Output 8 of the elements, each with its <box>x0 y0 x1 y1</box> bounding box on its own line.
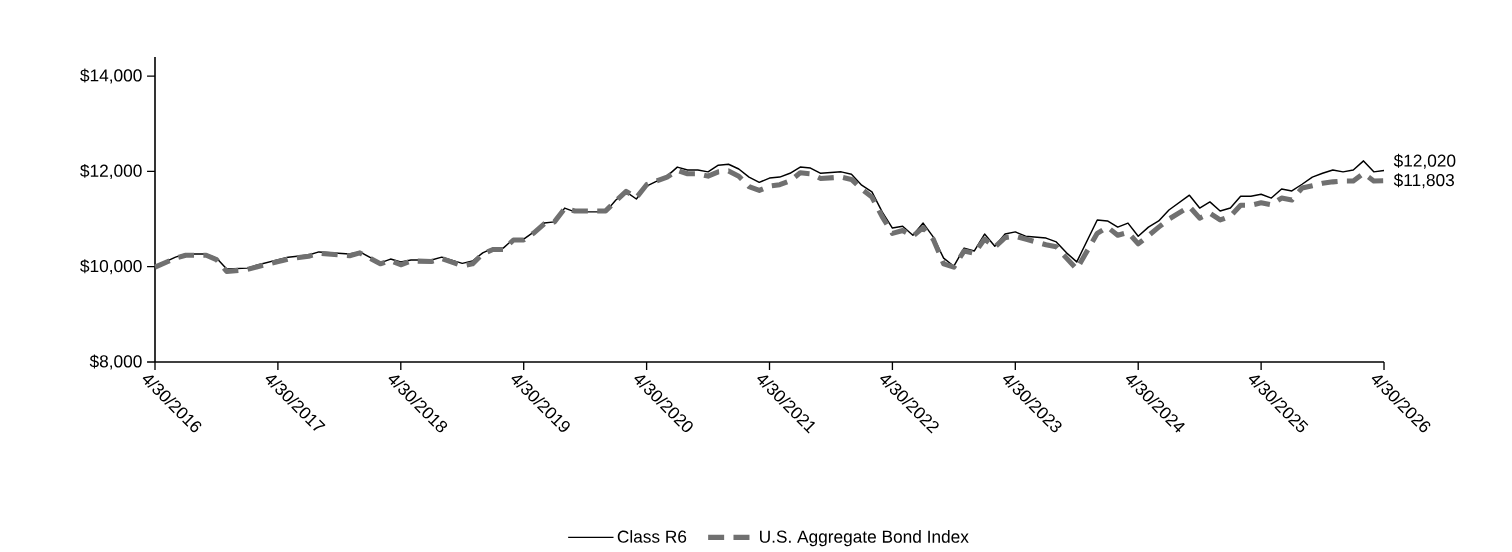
annotation: $11,803 <box>1393 173 1454 189</box>
y-tick-label: $12,000 <box>80 163 142 179</box>
y-tick-label: $14,000 <box>80 68 142 84</box>
legend-label: Class R6 <box>617 530 687 543</box>
y-tick-label: $10,000 <box>80 259 142 275</box>
annotation: $12,020 <box>1393 153 1456 169</box>
y-tick-label: $8,000 <box>89 354 142 370</box>
legend-label: U.S. Aggregate Bond Index <box>760 530 969 547</box>
